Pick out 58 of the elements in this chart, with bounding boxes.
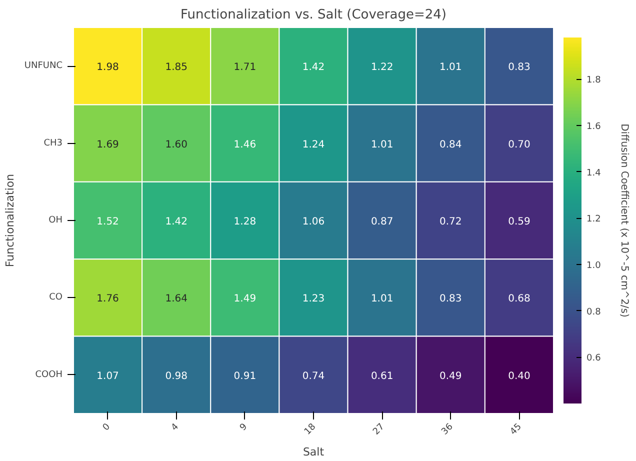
data-label: 0.83 [508,62,530,74]
color-bar-label: 1.2 [586,214,601,225]
x-tick-label: 18 [302,422,318,438]
y-tick-label: CH3 [44,138,63,148]
chart-title: Functionalization vs. Salt (Coverage=24) [180,8,446,22]
data-label: 1.01 [370,139,394,150]
data-label: 1.46 [234,139,256,150]
data-label: 1.42 [302,62,325,74]
x-tick-label: 27 [372,422,387,438]
data-label: 0.40 [508,370,530,382]
data-label: 0.98 [165,370,188,382]
color-bar-label: 0.8 [586,307,602,318]
data-label: 0.84 [440,139,462,150]
data-label: 1.42 [165,216,188,228]
y-axis-title: Functionalization [3,174,16,268]
x-axis-title: Salt [302,446,325,459]
data-label: 1.71 [234,62,256,74]
x-tick-label: 45 [508,422,524,438]
color-bar-label: 0.6 [586,354,602,364]
data-label: 0.91 [234,370,256,382]
data-label: 1.85 [165,62,188,74]
y-tick-label: OH [48,216,63,226]
data-label: 0.83 [440,294,462,305]
data-label: 0.61 [370,370,394,382]
x-tick-label: 0 [101,422,113,434]
color-bar-label: 1.6 [586,122,602,132]
x-tick-label: 9 [238,422,250,434]
y-tick-label: COOH [35,370,63,380]
color-bar-label: 1.0 [586,261,602,272]
data-label: 1.98 [96,62,119,74]
y-tick-label: UNFUNC [24,61,63,72]
data-label: 1.01 [370,294,394,305]
data-label: 1.52 [96,216,119,228]
data-label: 1.01 [440,62,462,74]
data-label: 0.87 [370,216,394,228]
data-label: 0.70 [508,139,530,150]
data-label: 0.49 [440,370,462,382]
color-bar-title: Diffusion Coefficient (x 10^-5 cm^2/s) [618,124,630,318]
data-label: 1.24 [302,139,325,150]
y-tick-label: CO [49,292,63,303]
x-tick-label: 4 [170,422,182,434]
data-label: 1.23 [302,294,325,305]
data-label: 1.76 [96,294,119,305]
data-label: 1.07 [96,370,119,382]
data-label: 1.69 [96,139,119,150]
x-tick-label: 36 [440,422,456,438]
data-label: 0.74 [302,370,325,382]
color-bar-label: 1.8 [586,76,602,86]
data-label: 0.72 [440,216,462,228]
color-bar-label: 1.4 [586,168,602,178]
data-label: 1.49 [234,294,256,305]
data-label: 1.60 [165,139,188,150]
data-label: 0.68 [508,294,530,305]
data-label: 1.64 [165,294,188,305]
data-label: 1.28 [234,216,256,228]
data-label: 0.59 [508,216,530,228]
data-label: 1.06 [302,216,325,228]
data-label: 1.22 [370,62,394,74]
